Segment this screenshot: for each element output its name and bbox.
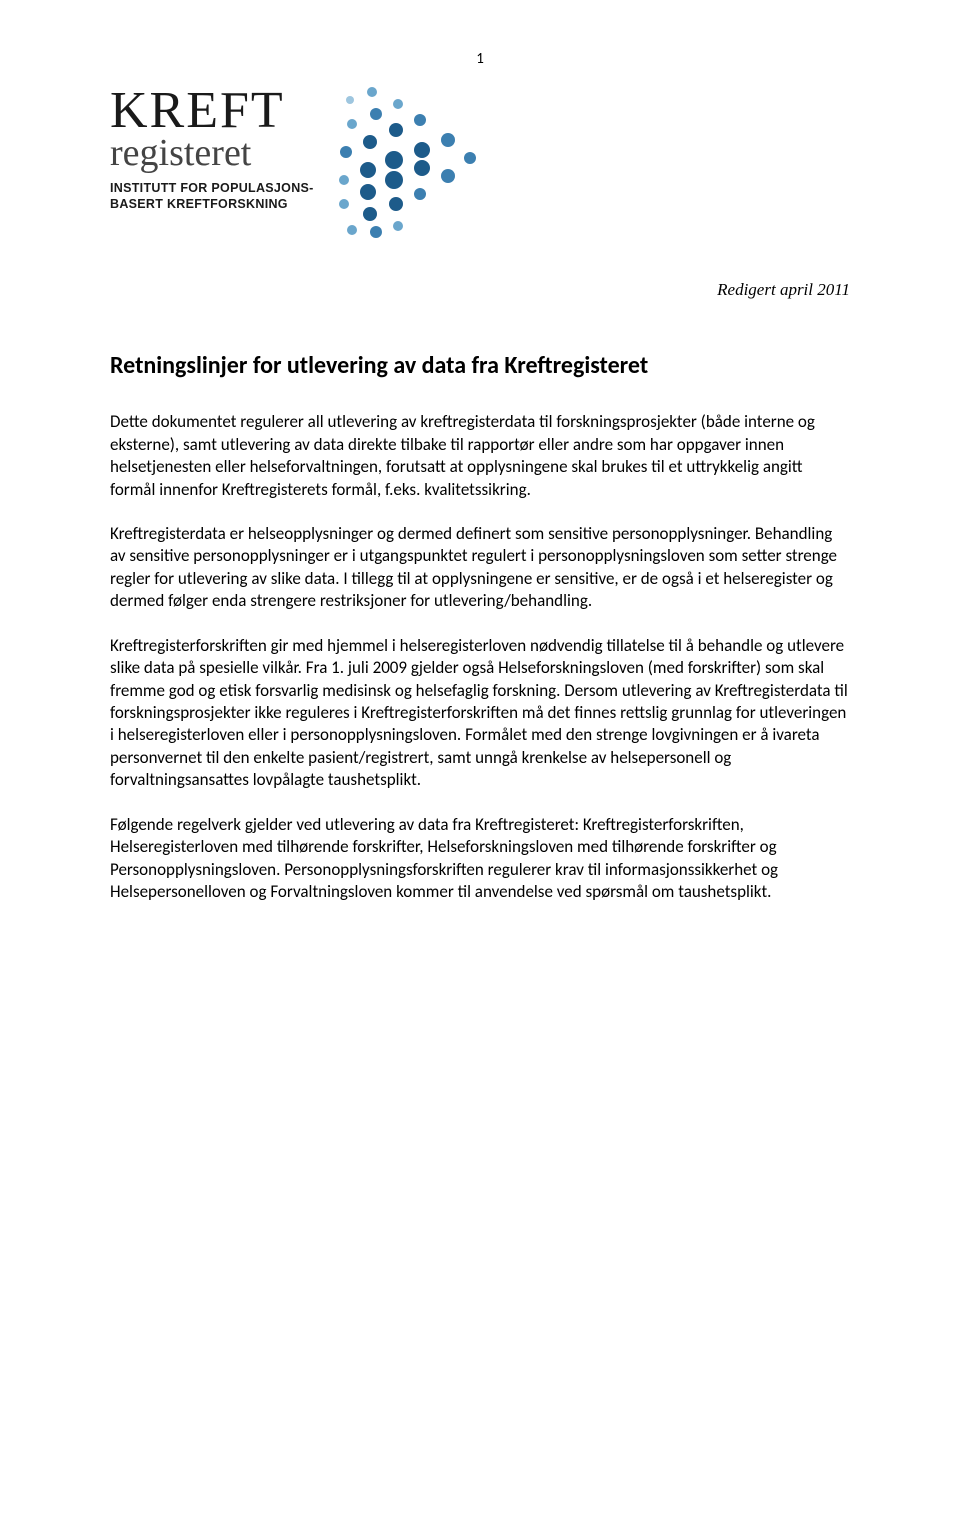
page-number: 1	[110, 50, 850, 68]
paragraph-4: Følgende regelverk gjelder ved utleverin…	[110, 814, 850, 904]
revision-date: Redigert april 2011	[110, 280, 850, 300]
paragraph-2: Kreftregisterdata er helseopplysninger o…	[110, 523, 850, 613]
logo-word-registeret: registeret	[110, 135, 314, 171]
logo-subtitle-line2: BASERT KREFTFORSKNING	[110, 197, 314, 213]
logo-subtitle-line1: INSTITUTT FOR POPULASJONS-	[110, 181, 314, 197]
paragraph-3: Kreftregisterforskriften gir med hjemmel…	[110, 635, 850, 792]
paragraph-1: Dette dokumentet regulerer all utleverin…	[110, 411, 850, 501]
logo-word-kreft: KREFT	[110, 88, 314, 135]
document-title: Retningslinjer for utlevering av data fr…	[110, 350, 850, 381]
logo: KREFT registeret INSTITUTT FOR POPULASJO…	[110, 88, 850, 240]
logo-dots-icon	[332, 80, 492, 240]
logo-text: KREFT registeret INSTITUTT FOR POPULASJO…	[110, 88, 314, 212]
